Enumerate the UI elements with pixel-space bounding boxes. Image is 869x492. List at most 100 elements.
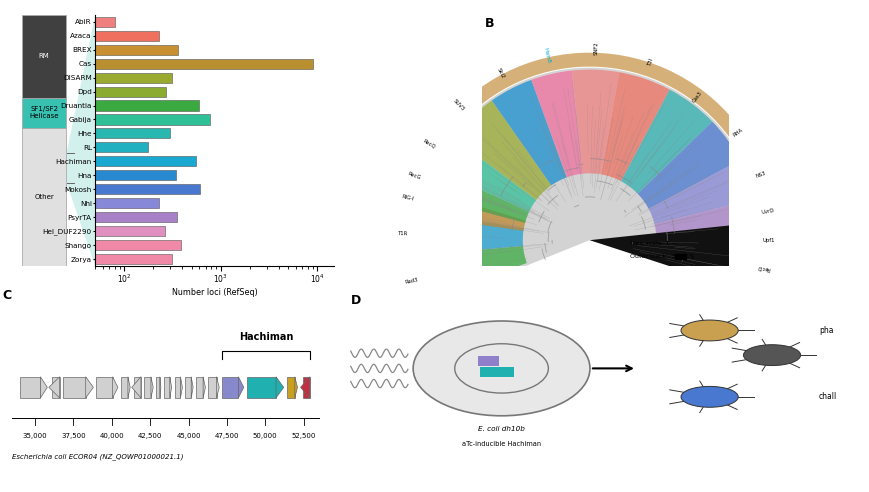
Bar	[0, 212, 176, 222]
Text: S: S	[687, 254, 693, 259]
Polygon shape	[180, 377, 182, 398]
Text: 37,500: 37,500	[61, 432, 86, 438]
Polygon shape	[191, 377, 193, 398]
Bar	[222, 377, 238, 398]
Text: E. coli dh10b: E. coli dh10b	[478, 426, 524, 432]
Bar	[674, 253, 685, 259]
Polygon shape	[202, 377, 205, 398]
Polygon shape	[150, 377, 153, 398]
Bar	[0, 45, 178, 55]
Bar	[163, 377, 169, 398]
Wedge shape	[511, 217, 514, 231]
Wedge shape	[655, 225, 760, 252]
Bar	[0, 31, 159, 41]
Wedge shape	[640, 216, 645, 229]
Wedge shape	[615, 158, 627, 164]
Bar	[0, 254, 171, 264]
Wedge shape	[671, 217, 673, 233]
Text: RecG: RecG	[407, 172, 421, 181]
Bar	[0, 240, 181, 250]
Wedge shape	[590, 158, 610, 161]
Text: pha: pha	[818, 326, 833, 335]
Text: Other: Other	[34, 194, 54, 200]
Bar	[0, 115, 210, 124]
Wedge shape	[416, 67, 761, 305]
Bar	[121, 377, 128, 398]
Text: 47,500: 47,500	[215, 432, 239, 438]
Wedge shape	[615, 174, 631, 183]
Bar	[0, 59, 313, 69]
Wedge shape	[401, 53, 776, 310]
Circle shape	[743, 345, 799, 366]
Wedge shape	[538, 211, 544, 222]
Wedge shape	[666, 231, 667, 241]
Text: Escherichia coli ECOR04 (NZ_QOWP01000021.1): Escherichia coli ECOR04 (NZ_QOWP01000021…	[12, 454, 183, 461]
Wedge shape	[424, 168, 528, 223]
Wedge shape	[544, 243, 546, 252]
Bar	[156, 377, 160, 398]
Text: RHA: RHA	[732, 127, 743, 138]
Wedge shape	[681, 255, 683, 261]
Bar	[0, 87, 166, 96]
Wedge shape	[547, 184, 555, 190]
Text: Tree scale: 1 —: Tree scale: 1 —	[630, 241, 677, 246]
Wedge shape	[578, 164, 582, 165]
Circle shape	[680, 386, 738, 407]
Polygon shape	[112, 377, 118, 398]
Text: Upf1: Upf1	[762, 238, 774, 243]
Wedge shape	[547, 232, 548, 242]
Text: RM: RM	[39, 53, 50, 59]
Text: SUV3: SUV3	[452, 98, 465, 111]
Bar	[0, 198, 159, 208]
Text: 42,500: 42,500	[138, 432, 163, 438]
Polygon shape	[131, 377, 141, 398]
Wedge shape	[434, 138, 535, 212]
Bar	[196, 377, 202, 398]
Text: Rad3: Rad3	[404, 277, 418, 285]
Text: B: B	[484, 17, 494, 31]
Wedge shape	[620, 188, 629, 196]
Bar	[23, 15, 66, 98]
Text: HamB: HamB	[542, 48, 551, 64]
Wedge shape	[637, 122, 740, 209]
Wedge shape	[571, 69, 619, 174]
Wedge shape	[543, 160, 552, 165]
Text: SNF2: SNF2	[593, 41, 599, 55]
Polygon shape	[238, 377, 243, 398]
Polygon shape	[300, 377, 309, 398]
Wedge shape	[541, 248, 545, 260]
Wedge shape	[620, 90, 712, 194]
Polygon shape	[40, 377, 47, 398]
Text: Outer track:  SF1: Outer track: SF1	[630, 253, 683, 258]
Text: 35,000: 35,000	[23, 432, 47, 438]
Polygon shape	[85, 377, 93, 398]
Polygon shape	[295, 377, 297, 398]
Bar	[0, 142, 148, 153]
FancyBboxPatch shape	[478, 356, 499, 366]
Polygon shape	[275, 377, 283, 398]
Ellipse shape	[413, 321, 589, 416]
Text: Hachiman: Hachiman	[239, 332, 293, 342]
Bar	[0, 156, 196, 166]
Polygon shape	[169, 377, 171, 398]
Wedge shape	[419, 211, 523, 255]
Wedge shape	[421, 190, 525, 231]
Wedge shape	[663, 201, 667, 209]
Wedge shape	[565, 167, 579, 171]
Bar	[175, 377, 180, 398]
Bar	[287, 377, 295, 398]
Bar	[0, 128, 170, 138]
Polygon shape	[49, 377, 60, 398]
Wedge shape	[637, 206, 640, 212]
Text: Ski2: Ski2	[495, 67, 505, 79]
Text: T1R: T1R	[397, 231, 408, 236]
Bar	[0, 170, 176, 181]
Text: UvrD: UvrD	[760, 209, 774, 215]
Text: D: D	[350, 294, 361, 308]
Text: C: C	[3, 289, 12, 302]
Bar	[209, 377, 216, 398]
Bar	[96, 377, 112, 398]
Bar	[247, 377, 275, 398]
Bar	[0, 100, 199, 111]
Circle shape	[680, 320, 738, 341]
